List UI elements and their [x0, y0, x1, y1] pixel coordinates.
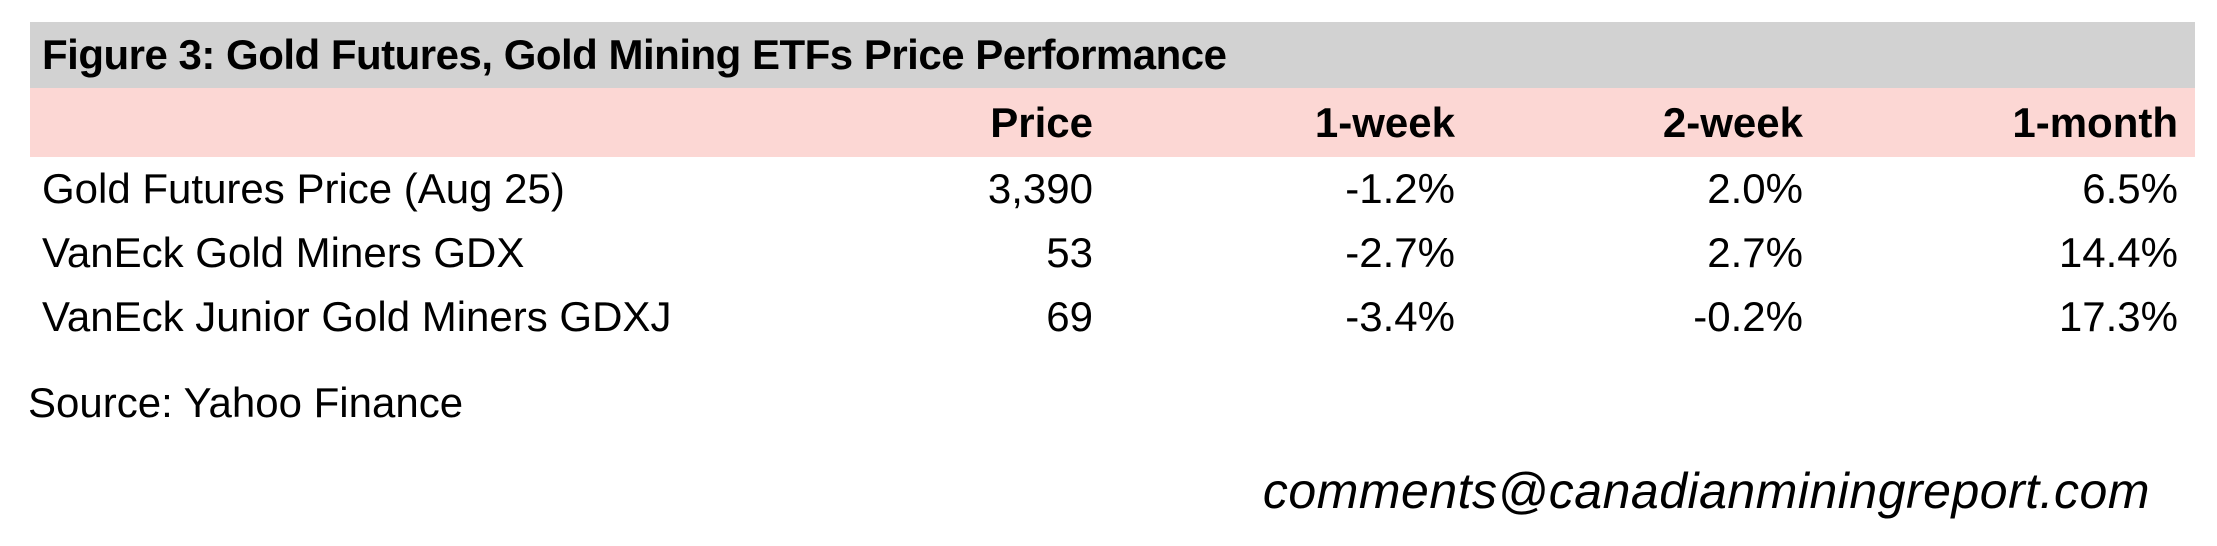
- 1-week-cell: -1.2%: [1345, 165, 1455, 212]
- source-note: Source: Yahoo Finance: [28, 379, 464, 426]
- figure-title-bar: Figure 3: Gold Futures, Gold Mining ETFs…: [30, 22, 2195, 88]
- row-label: Gold Futures Price (Aug 25): [42, 165, 565, 212]
- column-header-1-week: 1-week: [1314, 98, 1455, 146]
- 1-month-cell: 14.4%: [2058, 229, 2178, 276]
- row-label: VanEck Junior Gold Miners GDXJ: [42, 293, 672, 340]
- column-header-1-month: 1-month: [2012, 98, 2178, 146]
- row-label: VanEck Gold Miners GDX: [42, 229, 525, 276]
- 1-month-cell: 6.5%: [2082, 165, 2178, 212]
- price-performance-table: Price 1-week 2-week 1-month Gold Futures…: [30, 88, 2195, 349]
- 1-week-cell: -2.7%: [1345, 229, 1455, 276]
- 2-week-cell: 2.0%: [1707, 165, 1803, 212]
- 1-week-cell: -3.4%: [1345, 293, 1455, 340]
- price-cell: 53: [1046, 229, 1093, 276]
- column-header-blank: [30, 88, 750, 157]
- column-header-price: Price: [990, 98, 1093, 146]
- price-cell: 69: [1046, 293, 1093, 340]
- table-row-gdxj: VanEck Junior Gold Miners GDXJ 69 -3.4% …: [30, 285, 2195, 349]
- 2-week-cell: 2.7%: [1707, 229, 1803, 276]
- contact-email: comments@canadianminingreport.com: [1262, 463, 2150, 519]
- table-row-gdx: VanEck Gold Miners GDX 53 -2.7% 2.7% 14.…: [30, 221, 2195, 285]
- table-header-row: Price 1-week 2-week 1-month: [30, 88, 2195, 157]
- price-cell: 3,390: [987, 165, 1093, 212]
- column-header-2-week: 2-week: [1662, 98, 1803, 146]
- figure-title: Figure 3: Gold Futures, Gold Mining ETFs…: [42, 31, 1227, 78]
- 2-week-cell: -0.2%: [1693, 293, 1803, 340]
- table-row-gold-futures: Gold Futures Price (Aug 25) 3,390 -1.2% …: [30, 157, 2195, 221]
- 1-month-cell: 17.3%: [2058, 293, 2178, 340]
